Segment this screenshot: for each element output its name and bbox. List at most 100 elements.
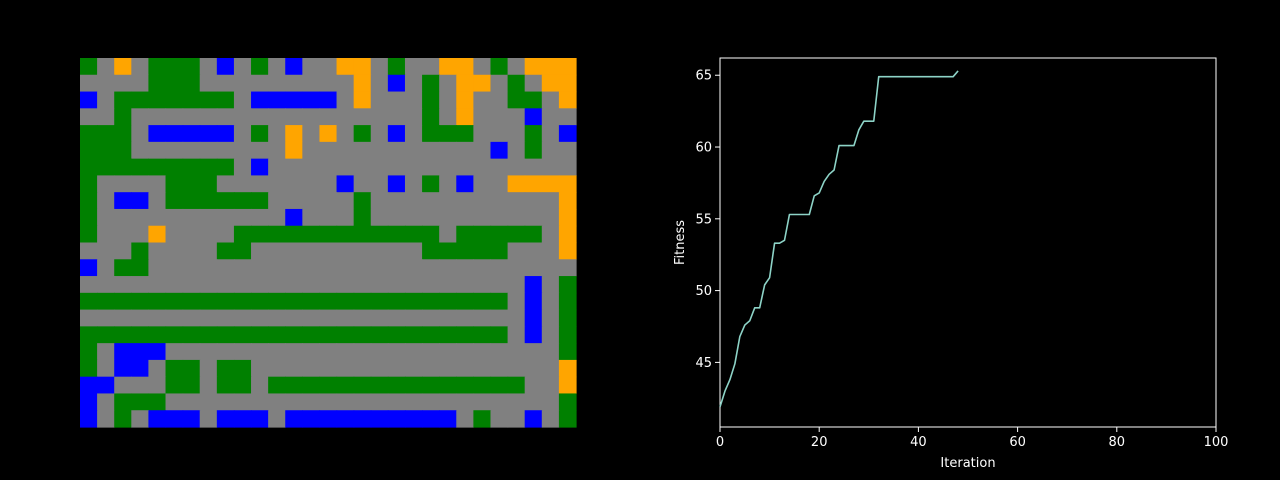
grid-cell xyxy=(558,376,577,395)
grid-cell xyxy=(251,359,269,378)
grid-cell xyxy=(456,108,474,126)
grid-cell xyxy=(80,410,98,428)
grid-cell xyxy=(165,91,184,109)
grid-cell xyxy=(199,410,218,428)
grid-cell xyxy=(131,242,150,260)
grid-cell xyxy=(97,292,115,311)
grid-cell xyxy=(251,91,269,109)
grid-cell xyxy=(80,343,98,361)
grid-cell xyxy=(370,376,389,395)
grid-cell xyxy=(404,175,423,193)
grid-cell xyxy=(165,259,184,277)
grid-cell xyxy=(148,359,167,378)
grid-cell xyxy=(148,326,167,344)
grid-cell xyxy=(524,91,543,109)
grid-cell xyxy=(558,242,577,260)
grid-cell xyxy=(490,125,509,143)
grid-cell xyxy=(541,141,560,160)
grid-cell xyxy=(404,208,423,227)
grid-cell xyxy=(302,326,321,344)
grid-cell xyxy=(336,259,355,277)
grid-cell xyxy=(490,141,509,160)
grid-cell xyxy=(387,108,406,126)
grid-cell xyxy=(541,292,560,311)
grid-cell xyxy=(524,58,543,76)
grid-cell xyxy=(131,343,150,361)
grid-cell xyxy=(148,192,167,210)
grid-cell xyxy=(268,292,286,311)
grid-cell xyxy=(268,326,286,344)
grid-cell xyxy=(336,225,355,244)
grid-cell xyxy=(558,208,577,227)
grid-cell xyxy=(353,192,372,210)
grid-cell xyxy=(131,158,150,177)
grid-cell xyxy=(541,58,560,76)
grid-cell xyxy=(165,309,184,327)
grid-cell xyxy=(131,292,150,311)
grid-cell xyxy=(97,393,115,411)
grid-cell xyxy=(319,359,338,378)
grid-cell xyxy=(114,74,132,93)
grid-cell xyxy=(507,74,526,93)
grid-cell xyxy=(114,309,132,327)
grid-cell xyxy=(165,393,184,411)
grid-cell xyxy=(165,141,184,160)
grid-cell xyxy=(148,74,167,93)
grid-cell xyxy=(182,292,201,311)
grid-cell xyxy=(456,91,474,109)
grid-cell xyxy=(182,393,201,411)
grid-cell xyxy=(251,326,269,344)
grid-cell xyxy=(473,74,492,93)
grid-cell xyxy=(233,58,252,76)
grid-cell xyxy=(473,343,492,361)
grid-cell xyxy=(97,58,115,76)
grid-cell xyxy=(216,141,235,160)
grid-cell xyxy=(524,393,543,411)
grid-cell xyxy=(285,192,303,210)
grid-cell xyxy=(387,225,406,244)
grid-cell xyxy=(439,376,457,395)
grid-cell xyxy=(233,259,252,277)
grid-cell xyxy=(80,108,98,126)
grid-cell xyxy=(439,192,457,210)
grid-cell xyxy=(422,175,440,193)
grid-cell xyxy=(524,175,543,193)
grid-cell xyxy=(216,108,235,126)
grid-cell xyxy=(268,141,286,160)
grid-cell xyxy=(524,108,543,126)
grid-cell xyxy=(302,125,321,143)
grid-cell xyxy=(490,158,509,177)
grid-cell xyxy=(165,276,184,294)
grid-cell xyxy=(473,259,492,277)
grid-cell xyxy=(524,276,543,294)
grid-cell xyxy=(490,91,509,109)
grid-cell xyxy=(422,326,440,344)
grid-cell xyxy=(353,393,372,411)
y-tick-label: 50 xyxy=(695,284,712,299)
grid-cell xyxy=(387,208,406,227)
grid-cell xyxy=(336,343,355,361)
grid-cell xyxy=(319,326,338,344)
x-tick-label: 100 xyxy=(1204,435,1229,450)
grid-cell xyxy=(558,175,577,193)
grid-cell xyxy=(216,192,235,210)
grid-cell xyxy=(439,292,457,311)
grid-cell xyxy=(541,242,560,260)
grid-cell xyxy=(80,158,98,177)
grid-cell xyxy=(490,292,509,311)
grid-cell xyxy=(285,208,303,227)
grid-cell xyxy=(456,158,474,177)
grid-cell xyxy=(353,175,372,193)
grid-cell xyxy=(353,359,372,378)
grid-cell xyxy=(148,309,167,327)
grid-cell xyxy=(233,175,252,193)
grid-cell xyxy=(456,326,474,344)
grid-cell xyxy=(114,343,132,361)
grid-cell xyxy=(558,343,577,361)
grid-cell xyxy=(370,410,389,428)
grid-cell xyxy=(353,125,372,143)
grid-cell xyxy=(165,158,184,177)
grid-cell xyxy=(370,225,389,244)
grid-cell xyxy=(97,74,115,93)
grid-cell xyxy=(404,74,423,93)
